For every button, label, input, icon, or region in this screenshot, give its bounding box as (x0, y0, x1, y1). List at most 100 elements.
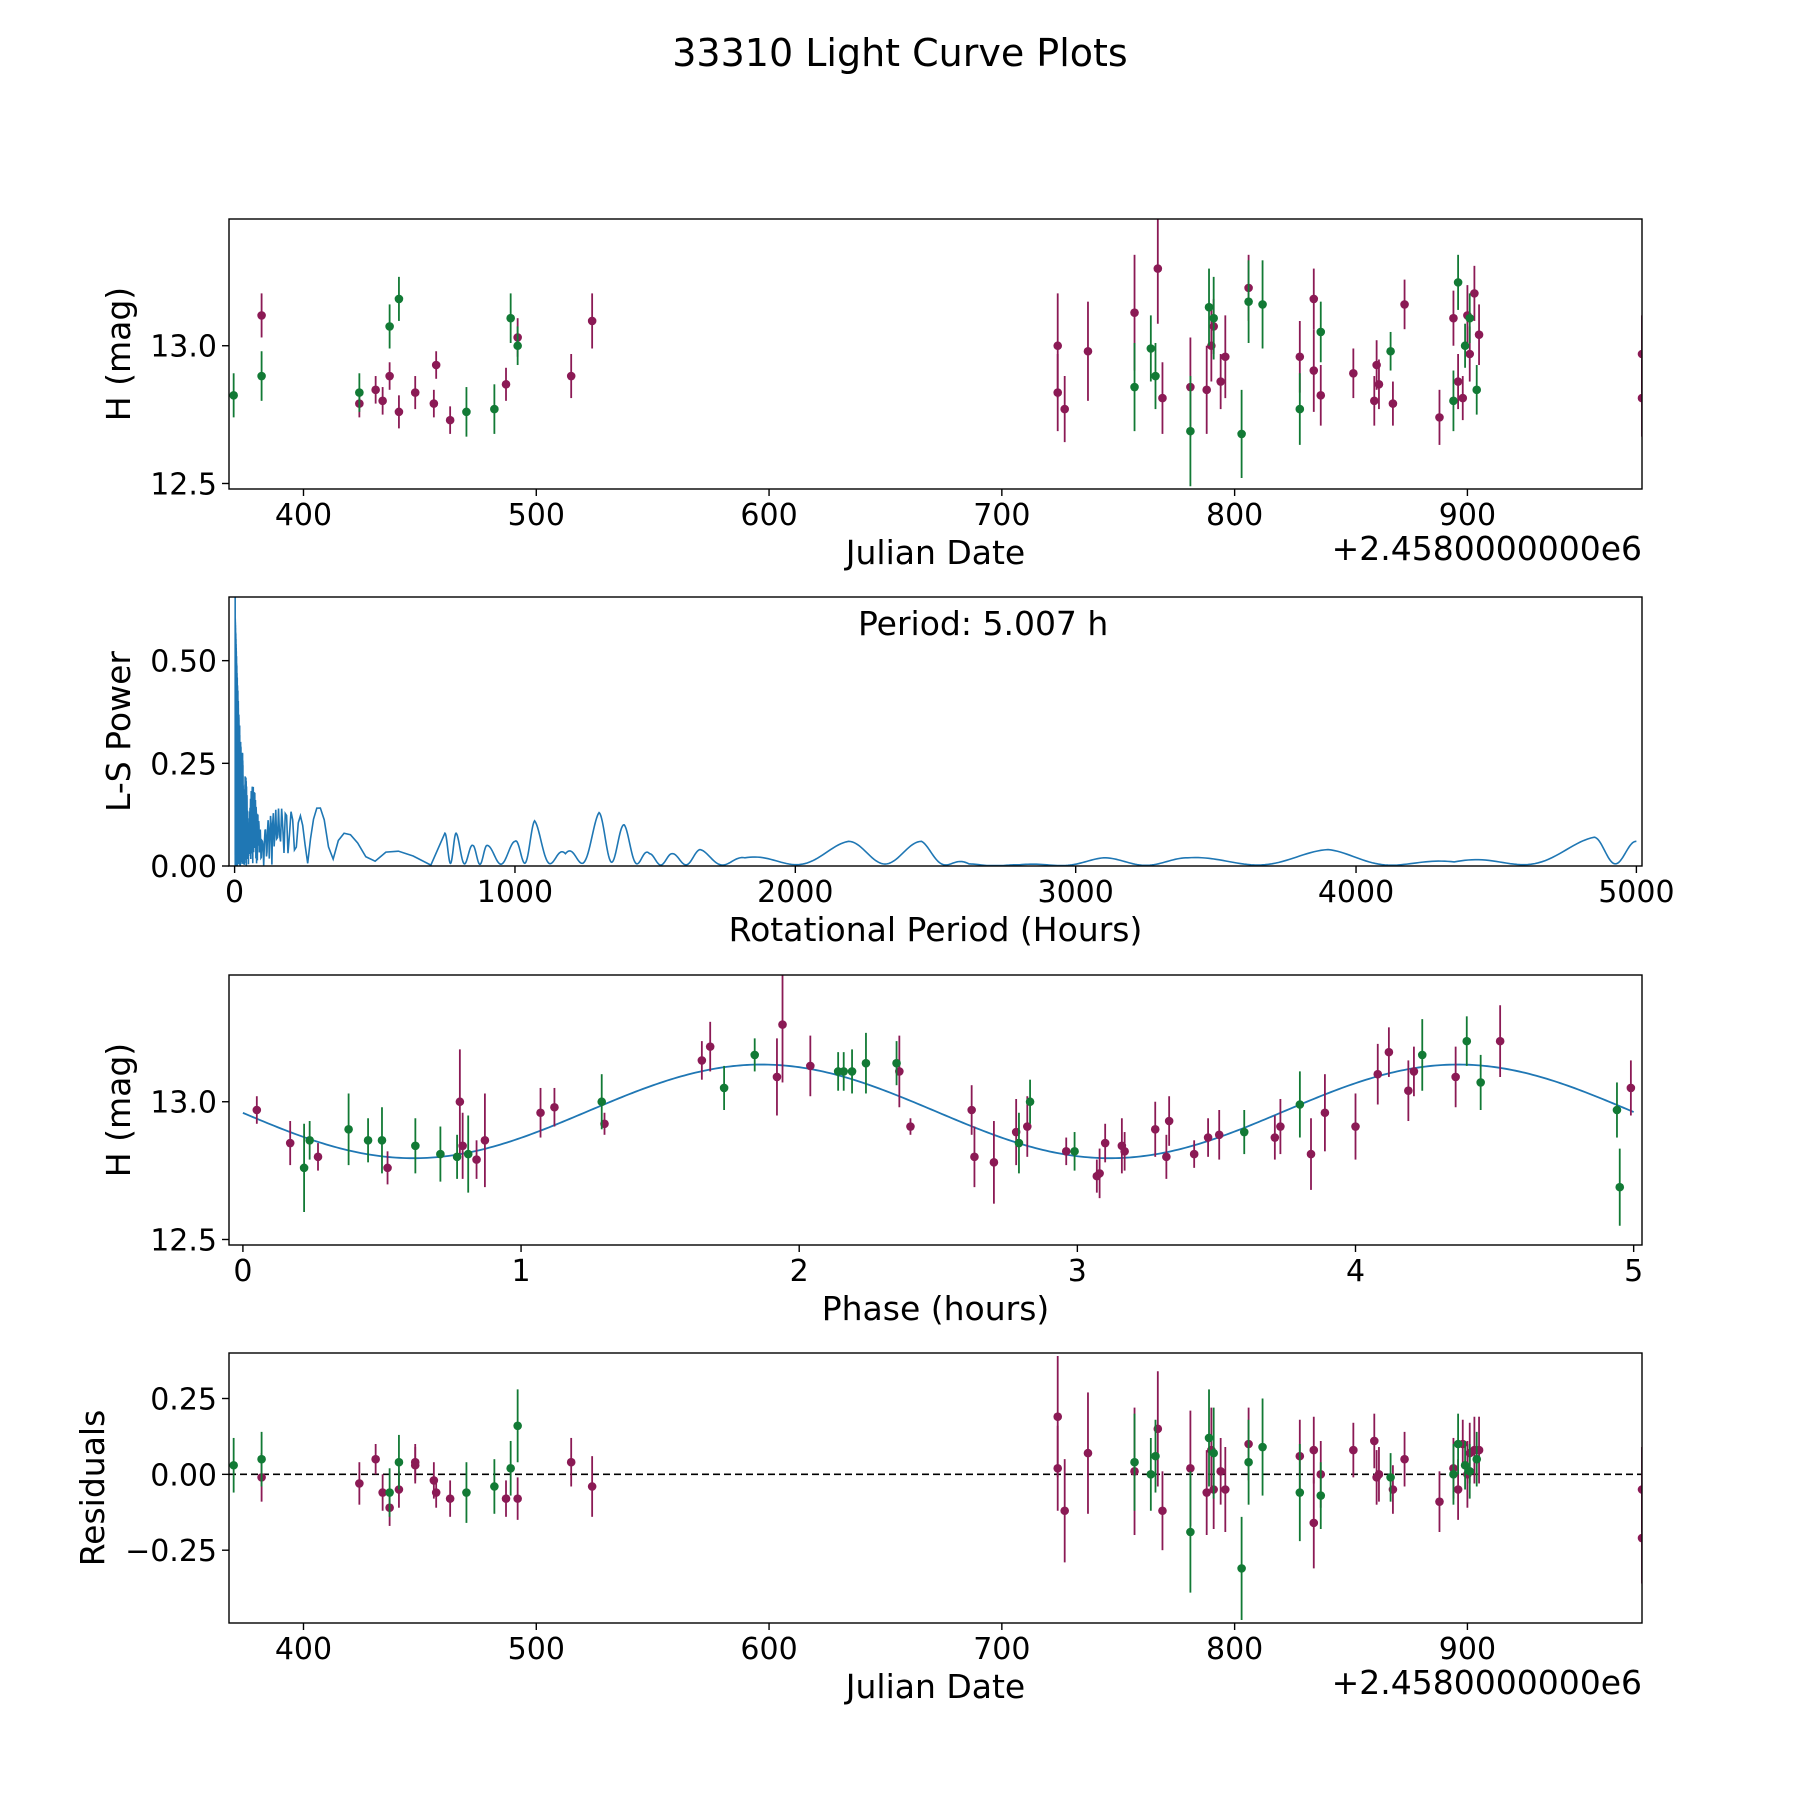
data-point (1316, 391, 1326, 400)
figure-title: 33310 Light Curve Plots (672, 31, 1127, 75)
data-point (506, 1463, 515, 1473)
data-point (597, 1097, 607, 1107)
data-point (501, 380, 511, 389)
data-point (410, 388, 420, 397)
data-point (989, 1158, 999, 1167)
data-point (394, 407, 404, 417)
data-point (513, 1494, 522, 1503)
data-point (455, 1097, 465, 1107)
y-tick-label: 12.5 (150, 1223, 217, 1258)
data-point (1369, 1436, 1379, 1446)
data-point (1130, 382, 1139, 392)
data-point (1146, 344, 1156, 353)
data-point (257, 311, 266, 320)
data-point (1162, 1152, 1171, 1162)
data-point (462, 1488, 471, 1497)
data-point (1465, 349, 1475, 359)
data-point (1120, 1147, 1129, 1156)
data-point (1146, 1470, 1156, 1479)
data-point (1612, 1105, 1622, 1115)
data-point (892, 1058, 901, 1068)
x-tick-label: 4 (1346, 1254, 1365, 1289)
data-point (355, 1479, 364, 1488)
x-tick-label: 3 (1068, 1254, 1087, 1289)
x-tick-label: 0 (233, 1254, 252, 1289)
data-point (1451, 1072, 1460, 1082)
panel-res: 400 500 600 700 800 900 −0.25 0.00 0.25 Julian Da… (73, 1352, 1643, 1706)
x-tick-label: 500 (508, 1632, 565, 1667)
data-point (1309, 294, 1319, 304)
data-point (513, 1421, 522, 1431)
x-axis-label: Rotational Period (Hours) (729, 910, 1143, 949)
panel-lc: 400 500 600 700 800 900 12.5 13.0 Julian Date H (… (99, 218, 1643, 572)
data-point (1202, 1488, 1211, 1497)
data-point (1309, 1518, 1319, 1528)
data-point (587, 1482, 597, 1491)
x-tick-label: 5000 (1598, 875, 1674, 910)
data-point (1460, 341, 1470, 351)
data-point (1476, 1078, 1485, 1087)
data-point (1349, 368, 1358, 378)
data-point (1435, 1497, 1444, 1506)
data-point (1453, 1439, 1463, 1449)
x-axis-label: Julian Date (844, 533, 1026, 572)
data-point (750, 1050, 760, 1060)
data-point (1309, 366, 1319, 375)
data-point (394, 1457, 404, 1467)
data-point (1465, 313, 1475, 323)
data-point (1150, 1124, 1160, 1134)
data-point (385, 322, 394, 331)
data-point (490, 404, 499, 414)
data-point (1374, 380, 1384, 389)
x-tick-label: 600 (740, 498, 797, 533)
data-point (1453, 377, 1463, 386)
data-point (1130, 1457, 1139, 1467)
panel-ls: Period: 5.007 h 0 1000 2000 3000 4000 5000 0.00… (99, 596, 1675, 949)
data-point (1060, 1506, 1069, 1516)
data-point (1417, 1050, 1427, 1060)
data-point (1095, 1169, 1104, 1178)
series-green (229, 1389, 1482, 1620)
data-point (1237, 1564, 1246, 1573)
data-point (1637, 349, 1642, 359)
data-point (229, 1460, 238, 1470)
data-point (778, 1020, 787, 1029)
x-tick-label: 800 (1206, 1632, 1263, 1667)
axes-frame (228, 974, 1643, 1246)
data-point (847, 1067, 857, 1076)
y-tick-label: 13.0 (150, 1086, 217, 1121)
x-tick-label: 0 (225, 875, 244, 910)
data-point (1025, 1097, 1035, 1107)
data-point (394, 294, 404, 304)
data-point (1239, 1127, 1249, 1137)
x-tick-label: 4000 (1318, 875, 1394, 910)
x-axis-label: Julian Date (844, 1667, 1026, 1706)
data-point (1258, 1442, 1267, 1452)
periodogram-line (234, 597, 1637, 866)
data-point (363, 1136, 373, 1145)
y-tick-label: −0.25 (125, 1534, 217, 1569)
plot-area-res (229, 1356, 1642, 1620)
data-point (229, 391, 238, 400)
data-point (697, 1056, 707, 1065)
x-tick-label: 1000 (477, 875, 553, 910)
data-point (1202, 385, 1211, 395)
y-tick-label: 0.50 (150, 645, 217, 680)
data-point (313, 1152, 323, 1162)
data-point (1151, 1451, 1160, 1461)
y-tick-label: 0.25 (150, 1383, 217, 1418)
data-point (1453, 1485, 1463, 1494)
data-point (1186, 1527, 1195, 1537)
data-point (1306, 1149, 1316, 1159)
data-point (1244, 297, 1253, 306)
x-tick-label: 900 (1439, 1632, 1496, 1667)
data-point (355, 388, 364, 397)
data-point (1153, 264, 1163, 273)
data-point (344, 1124, 353, 1134)
data-point (1216, 377, 1225, 386)
data-point (378, 1488, 387, 1497)
data-point (566, 1457, 576, 1467)
data-point (431, 1488, 441, 1497)
x-offset-label: +2.4580000000e6 (1332, 529, 1642, 568)
